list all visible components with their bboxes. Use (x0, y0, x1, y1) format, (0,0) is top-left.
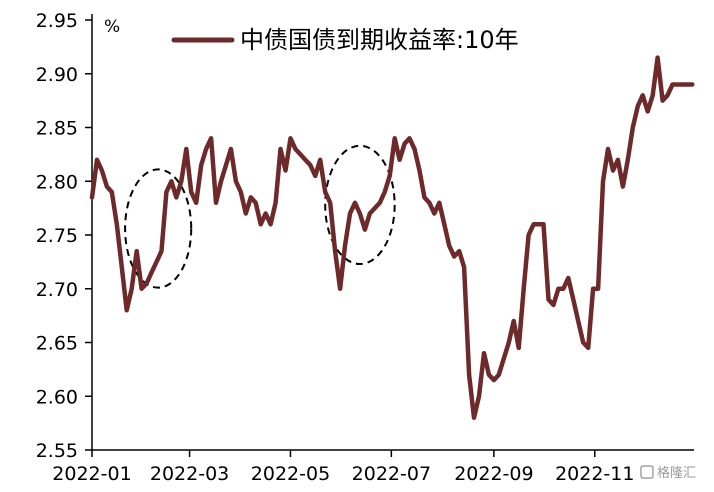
y-tick-label: 2.70 (36, 279, 78, 301)
watermark-logo-icon (640, 465, 654, 479)
x-tick-label: 2022-01 (52, 463, 131, 485)
y-tick-label: 2.95 (36, 10, 78, 32)
x-tick-label: 2022-11 (555, 463, 634, 485)
x-tick-label: 2022-05 (251, 463, 330, 485)
annotation-layer (124, 144, 396, 289)
y-tick-label: 2.55 (36, 440, 78, 462)
x-axis: 2022-01 2022-03 2022-05 2022-07 2022-09 2022-… (52, 449, 694, 485)
y-tick-label: 2.90 (36, 64, 78, 86)
y-axis: 2.55 2.60 2.65 2.70 2.75 2.80 2.85 2.90 2.95 (36, 10, 93, 462)
series-line (89, 55, 695, 420)
x-tick-label: 2022-09 (454, 463, 533, 485)
watermark: 格隆汇 (640, 465, 696, 481)
legend-label: 中债国债到期收益率:10年 (240, 26, 519, 54)
y-tick-label: 2.85 (36, 118, 78, 140)
annotation-ellipse (324, 144, 396, 266)
y-tick-label: 2.60 (36, 386, 78, 408)
series-layer (89, 55, 695, 420)
y-unit-label: % (104, 17, 120, 37)
y-tick-label: 2.75 (36, 225, 78, 247)
x-tick-label: 2022-03 (150, 463, 229, 485)
watermark-text: 格隆汇 (657, 465, 696, 481)
annotation-ellipse (124, 168, 193, 289)
legend: 中债国债到期收益率:10年 (171, 26, 519, 54)
y-tick-label: 2.65 (36, 333, 78, 355)
y-tick-label: 2.80 (36, 171, 78, 193)
x-tick-label: 2022-07 (352, 463, 431, 485)
